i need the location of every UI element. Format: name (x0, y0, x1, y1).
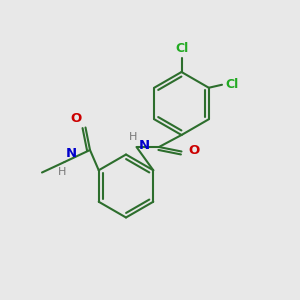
Text: Cl: Cl (225, 78, 238, 91)
Text: O: O (188, 144, 199, 158)
Text: H: H (129, 132, 137, 142)
Text: Cl: Cl (175, 42, 188, 55)
Text: O: O (71, 112, 82, 124)
Text: N: N (66, 147, 77, 160)
Text: H: H (58, 167, 66, 176)
Text: N: N (139, 139, 150, 152)
